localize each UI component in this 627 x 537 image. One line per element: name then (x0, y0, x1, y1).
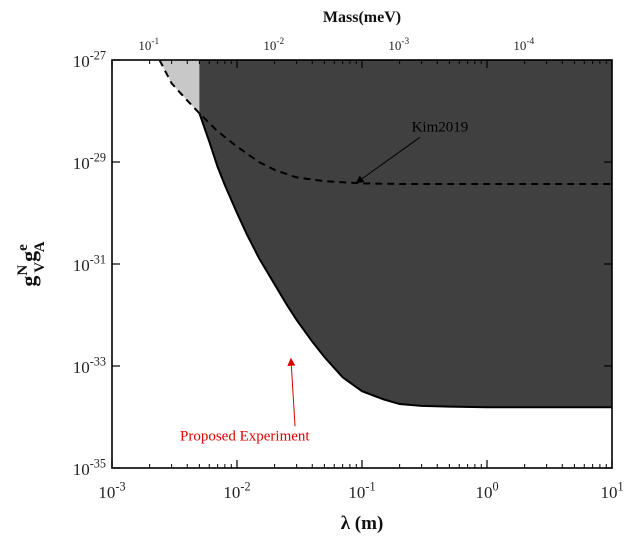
y-tick-label: 10-27 (73, 48, 106, 71)
proposed-experiment-label: Proposed Experiment (180, 428, 310, 444)
y-tick-label: 10-33 (73, 354, 106, 377)
plot-area (158, 59, 612, 409)
axes: 10-3 10-2 10-1 100 101 10-27 10-29 10-31 10-33 10… (15, 9, 624, 534)
top-axis-title: Mass(meV) (323, 9, 401, 26)
proposed-experiment-arrow (287, 357, 296, 427)
kim2019-arrow (355, 136, 421, 184)
annotations: Kim2019 Proposed Experiment (180, 119, 468, 444)
x-tick-label: 101 (600, 479, 623, 502)
y-tick-label: 10-35 (73, 456, 106, 479)
top-tick-label: 10-4 (513, 37, 534, 53)
proposed-experiment-region (199, 60, 612, 408)
x-tick-label: 10-2 (223, 479, 250, 502)
kim2019-label: Kim2019 (412, 119, 469, 135)
y-axis-title-text: gNVgeA (15, 241, 48, 286)
kim2019-line (158, 59, 612, 185)
top-tick-label: 10-1 (138, 37, 159, 53)
x-axis-title: λ (m) (341, 513, 384, 534)
top-tick-label: 10-3 (388, 37, 409, 53)
top-tick-label: 10-2 (263, 37, 284, 53)
proposed-experiment-line (198, 112, 612, 409)
y-axis-title: gNVgeA (15, 241, 48, 286)
x-tick-label: 10-3 (98, 479, 125, 502)
x-tick-label: 10-1 (348, 479, 375, 502)
y-tick-label: 10-29 (73, 150, 106, 173)
y-tick-label: 10-31 (73, 252, 106, 275)
x-tick-label: 100 (475, 479, 498, 502)
